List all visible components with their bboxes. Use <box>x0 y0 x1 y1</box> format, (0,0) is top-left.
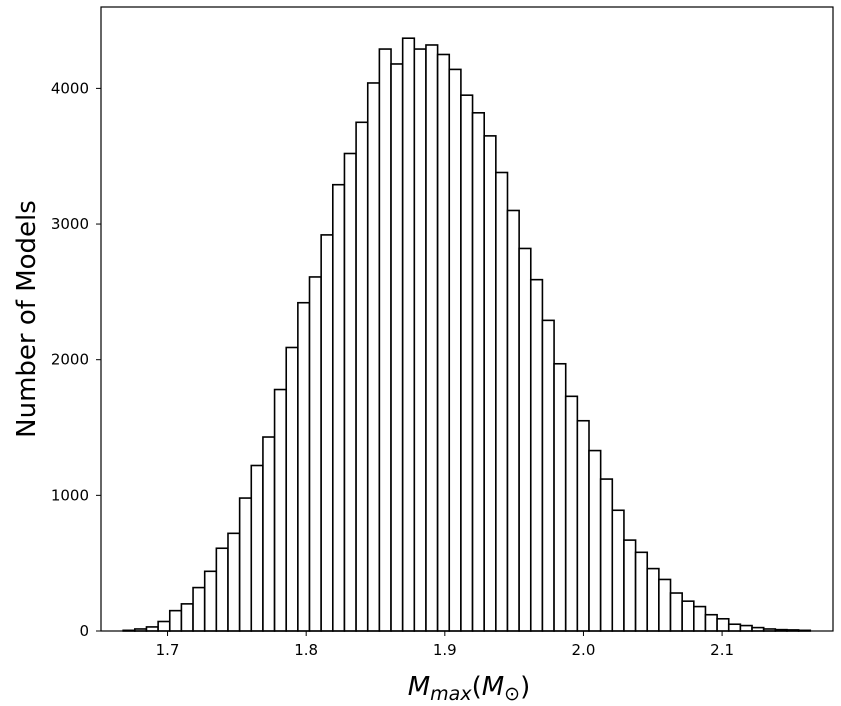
histogram-bar <box>355 121 369 632</box>
histogram-bar <box>634 551 649 632</box>
histogram-bars <box>122 37 812 632</box>
histogram-bar <box>576 419 590 632</box>
histogram-bar <box>436 53 451 632</box>
histogram-bar <box>203 570 218 632</box>
histogram-bar <box>273 388 288 632</box>
histogram-bar <box>669 592 683 632</box>
histogram-bar <box>180 603 194 632</box>
histogram-bar <box>448 68 462 632</box>
histogram-bar <box>168 609 183 632</box>
y-axis-label: Number of Models <box>12 200 42 438</box>
histogram-bar <box>704 613 718 632</box>
histogram-bar <box>343 152 357 632</box>
y-tick-label: 0 <box>79 622 89 640</box>
histogram-bar <box>145 626 159 632</box>
histogram-bar <box>599 478 614 632</box>
histogram-bar <box>471 112 485 632</box>
histogram-bar <box>716 617 730 632</box>
histogram-bar <box>297 301 311 632</box>
y-tick-label: 4000 <box>51 79 89 97</box>
histogram-bar <box>215 547 229 632</box>
histogram-bar <box>331 183 346 632</box>
x-tick-label: 1.8 <box>294 641 318 659</box>
histogram-bar <box>623 539 637 632</box>
histogram-bar <box>495 171 509 632</box>
x-axis-label: Mmax(M⊙) <box>408 672 531 705</box>
histogram-bar <box>553 362 567 632</box>
x-axis-ticks: 1.7 1.8 1.9 2.0 2.1 <box>156 631 734 659</box>
x-tick-label: 1.7 <box>156 641 180 659</box>
histogram-bar <box>320 234 334 632</box>
y-axis-ticks: 0 1000 2000 3000 4000 <box>51 79 101 640</box>
histogram-bar <box>658 578 672 632</box>
histogram-bar <box>401 37 416 632</box>
histogram-bar <box>739 624 753 632</box>
histogram-bar <box>588 449 602 632</box>
histogram-bar <box>483 135 497 632</box>
histogram-bar <box>238 497 253 632</box>
histogram-bar <box>227 532 241 632</box>
histogram-bar <box>425 44 439 632</box>
x-tick-label: 2.1 <box>710 641 734 659</box>
histogram-bar <box>611 509 625 632</box>
histogram-bar <box>413 48 427 632</box>
histogram-bar <box>529 278 544 632</box>
histogram-bar <box>460 94 474 632</box>
histogram-bar <box>564 395 579 632</box>
x-tick-label: 1.9 <box>433 641 457 659</box>
histogram-bar <box>250 464 264 632</box>
y-tick-label: 1000 <box>51 486 89 504</box>
histogram-bar <box>192 586 206 632</box>
histogram-bar <box>157 620 171 632</box>
histogram-bar <box>262 436 276 632</box>
histogram-bar <box>541 319 555 632</box>
histogram-bar <box>308 276 322 632</box>
histogram-bar <box>693 605 707 632</box>
y-tick-label: 2000 <box>51 351 89 369</box>
histogram-bar <box>681 600 695 632</box>
histogram-bar <box>378 48 392 632</box>
y-tick-label: 3000 <box>51 215 89 233</box>
histogram-bar <box>518 247 532 632</box>
plot-frame <box>100 6 834 632</box>
histogram-bar <box>366 82 381 632</box>
x-tick-label: 2.0 <box>572 641 596 659</box>
histogram-bar <box>646 567 660 632</box>
histogram-bar <box>390 63 404 632</box>
histogram-bar <box>285 346 299 632</box>
histogram-bar <box>506 209 520 632</box>
histogram-bar <box>727 623 742 632</box>
